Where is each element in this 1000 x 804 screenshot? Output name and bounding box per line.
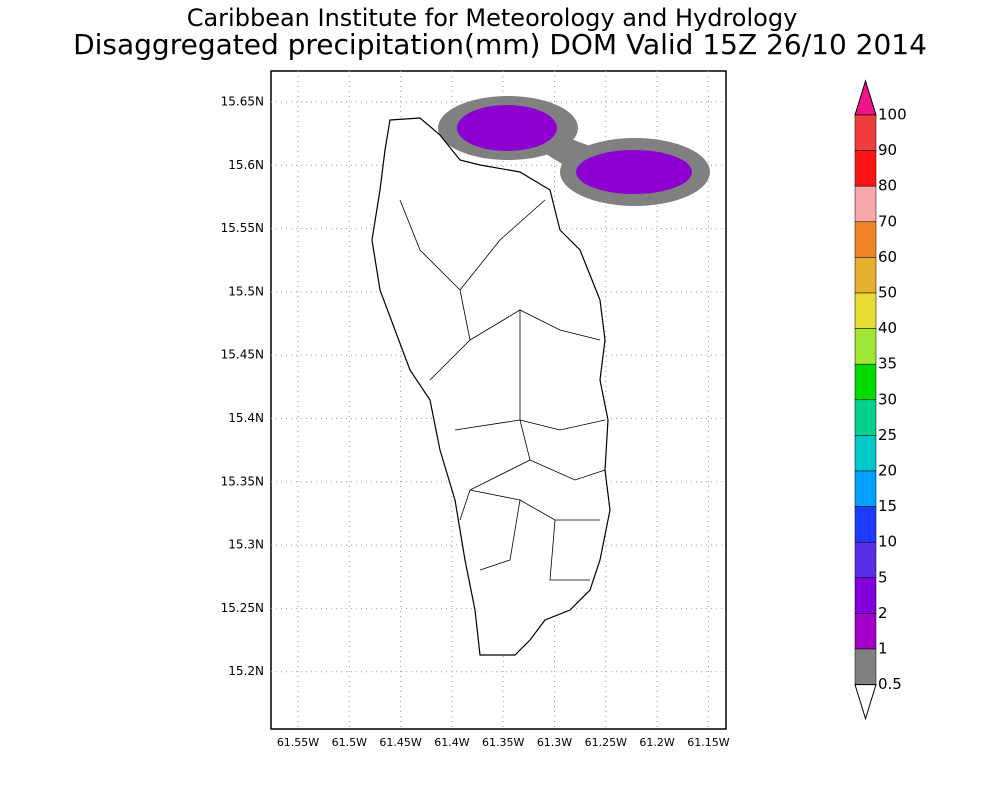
lon-label: 61.2W — [639, 736, 674, 749]
colorbar: 100 90 80 70 60 50 40 35 30 25 20 15 10 5 2 1 0.5 — [854, 79, 907, 721]
colorbar-box — [854, 613, 877, 650]
rain-purple — [457, 105, 557, 151]
colorbar-label: 35 — [878, 355, 897, 373]
lon-label: 61.45W — [379, 736, 421, 749]
title-line2: Disaggregated precipitation(mm) DOM Vali… — [73, 28, 927, 61]
lat-label: 15.4N — [228, 411, 264, 425]
lat-label: 15.55N — [221, 221, 264, 235]
colorbar-box — [854, 363, 877, 401]
lat-label: 15.6N — [228, 158, 264, 172]
colorbar-box — [854, 185, 877, 223]
title-line1: Caribbean Institute for Meteorology and … — [187, 4, 798, 32]
colorbar-box — [854, 292, 877, 329]
colorbar-label: 15 — [878, 497, 897, 515]
colorbar-box — [854, 257, 877, 294]
lon-label: 61.55W — [277, 736, 319, 749]
colorbar-box — [854, 577, 877, 614]
colorbar-box — [854, 399, 877, 436]
lon-label: 61.5W — [332, 736, 367, 749]
lat-label: 15.45N — [221, 348, 264, 362]
colorbar-box — [854, 114, 877, 151]
colorbar-label: 60 — [878, 248, 897, 266]
colorbar-label: 90 — [878, 141, 897, 159]
island-outline — [371, 117, 611, 656]
colorbar-box — [854, 150, 877, 187]
colorbar-box — [854, 435, 877, 472]
colorbar-box — [854, 541, 877, 579]
colorbar-label: 5 — [878, 568, 888, 586]
colorbar-label: 80 — [878, 177, 897, 195]
colorbar-under — [854, 684, 877, 721]
lon-label: 61.25W — [585, 736, 627, 749]
lon-label: 61.15W — [687, 736, 729, 749]
lat-label: 15.65N — [221, 95, 264, 109]
lat-label: 15.35N — [221, 474, 264, 488]
rain-purple — [576, 150, 692, 194]
colorbar-label: 70 — [878, 212, 897, 230]
rain-areas — [438, 96, 710, 206]
colorbar-label: 0.5 — [878, 675, 902, 693]
colorbar-label: 40 — [878, 319, 897, 337]
grid — [271, 71, 726, 729]
colorbar-label: 1 — [878, 640, 888, 658]
colorbar-label: 20 — [878, 462, 897, 480]
colorbar-over — [854, 79, 877, 116]
lon-label: 61.3W — [537, 736, 572, 749]
lat-label: 15.5N — [228, 284, 264, 298]
lat-label: 15.3N — [228, 538, 264, 552]
colorbar-label: 10 — [878, 533, 897, 551]
lat-label: 15.2N — [228, 664, 264, 678]
colorbar-box — [854, 506, 877, 543]
lon-label: 61.35W — [482, 736, 524, 749]
colorbar-box — [854, 648, 877, 685]
colorbar-label: 100 — [878, 106, 907, 124]
colorbar-label: 25 — [878, 426, 897, 444]
lat-label: 15.25N — [221, 601, 264, 615]
colorbar-box — [854, 328, 877, 365]
catchments — [399, 199, 606, 581]
colorbar-label: 50 — [878, 284, 897, 302]
colorbar-box — [854, 221, 877, 258]
colorbar-label: 30 — [878, 390, 897, 408]
lon-label: 61.4W — [434, 736, 469, 749]
colorbar-box — [854, 470, 877, 507]
colorbar-label: 2 — [878, 604, 888, 622]
